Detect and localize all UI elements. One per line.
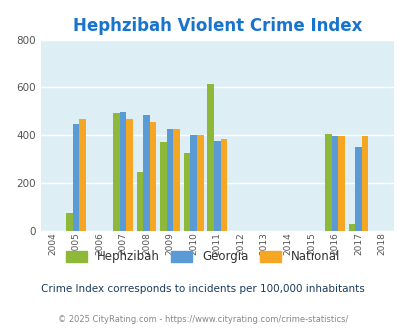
Bar [183, 153, 190, 231]
Bar [361, 137, 367, 231]
Bar [66, 213, 72, 231]
Bar [354, 147, 361, 231]
Bar [324, 134, 331, 231]
Bar [207, 84, 213, 231]
Bar [160, 143, 166, 231]
Legend: Hephzibah, Georgia, National: Hephzibah, Georgia, National [62, 247, 343, 267]
Bar [119, 112, 126, 231]
Bar [190, 135, 196, 231]
Title: Hephzibah Violent Crime Index: Hephzibah Violent Crime Index [72, 17, 361, 35]
Bar [348, 224, 354, 231]
Bar [143, 115, 149, 231]
Bar [173, 129, 179, 231]
Bar [331, 136, 337, 231]
Text: Crime Index corresponds to incidents per 100,000 inhabitants: Crime Index corresponds to incidents per… [41, 284, 364, 294]
Bar [113, 113, 119, 231]
Bar [220, 139, 226, 231]
Bar [79, 119, 85, 231]
Bar [72, 124, 79, 231]
Text: © 2025 CityRating.com - https://www.cityrating.com/crime-statistics/: © 2025 CityRating.com - https://www.city… [58, 315, 347, 324]
Bar [126, 118, 132, 231]
Bar [213, 141, 220, 231]
Bar [337, 136, 344, 231]
Bar [136, 172, 143, 231]
Bar [196, 135, 203, 231]
Bar [166, 129, 173, 231]
Bar [149, 122, 156, 231]
